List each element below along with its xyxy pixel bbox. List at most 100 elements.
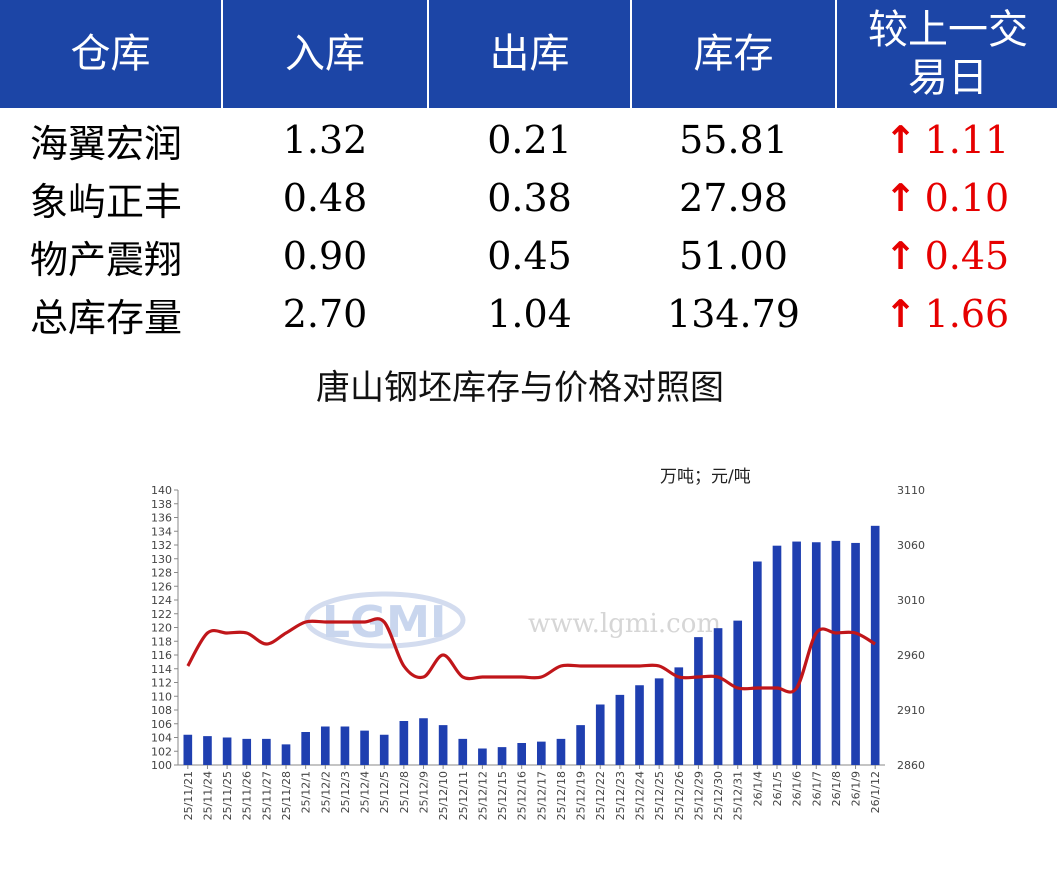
x-tick-label: 25/12/12 [476,771,489,820]
change-cell: ↑ 1.11 [837,111,1057,169]
y-left-tick-label: 140 [151,484,172,497]
y-left-tick-label: 106 [151,718,172,731]
y-left-tick-label: 132 [151,539,172,552]
header-stock: 库存 [693,31,774,77]
change-value: 0.45 [924,234,1010,278]
stock-value: 55.81 [679,118,788,162]
header-in: 入库 [285,31,365,77]
bar [222,737,232,765]
header-divider [221,0,223,108]
y-left-tick-label: 134 [151,525,172,538]
change-value: 0.10 [924,176,1010,220]
plot-area: 1001021041061081101121141161181201221241… [151,484,925,820]
change-value: 1.11 [924,118,1010,162]
table-row: 总库存量 2.70 1.04 134.79 ↑ 1.66 [0,285,1057,343]
bar [772,545,782,765]
bar [458,738,468,765]
x-tick-label: 25/12/3 [339,771,352,813]
table-row: 海翼宏润 1.32 0.21 55.81 ↑ 1.11 [0,111,1057,169]
x-tick-label: 25/12/30 [712,771,725,820]
x-tick-label: 26/1/8 [830,771,843,806]
x-tick-label: 26/1/4 [751,771,764,806]
y-right-tick-label: 3010 [897,594,925,607]
bar [438,725,448,765]
x-tick-label: 25/12/23 [614,771,627,820]
bar [399,721,409,765]
bar [379,734,389,765]
bar [242,738,252,765]
warehouse-name: 象屿正丰 [30,179,183,224]
bar [497,747,507,765]
table-row: 象屿正丰 0.48 0.38 27.98 ↑ 0.10 [0,169,1057,227]
bar [811,542,821,765]
header-out: 出库 [489,31,570,77]
bar [733,620,743,765]
x-tick-label: 25/12/2 [319,771,332,813]
x-tick-label: 25/12/15 [496,771,509,820]
bar [183,734,193,765]
x-tick-label: 26/1/6 [791,771,804,806]
x-tick-label: 26/1/12 [869,771,882,813]
x-tick-label: 25/12/8 [398,771,411,813]
y-left-tick-label: 112 [151,677,172,690]
x-tick-label: 25/12/18 [555,771,568,820]
y-left-tick-label: 126 [151,580,172,593]
bar [536,741,546,765]
bar [615,694,625,765]
out-value: 0.21 [487,118,572,162]
x-tick-label: 26/1/9 [850,771,863,806]
change-cell: ↑ 0.45 [837,227,1057,285]
x-tick-label: 25/12/24 [634,771,647,820]
y-left-tick-label: 138 [151,498,172,511]
x-tick-label: 25/12/5 [378,771,391,813]
x-tick-label: 25/11/24 [201,771,214,820]
in-value: 0.48 [282,176,368,220]
x-tick-label: 25/12/31 [732,771,745,820]
bar [281,744,291,765]
table-row: 物产震翔 0.90 0.45 51.00 ↑ 0.45 [0,227,1057,285]
y-left-tick-label: 114 [151,663,172,676]
x-tick-label: 25/12/11 [457,771,470,820]
in-value: 1.32 [282,118,368,162]
stock-value: 134.79 [667,292,800,336]
watermark: LGMI www.lgmi.com [304,591,721,649]
y-left-tick-label: 130 [151,553,172,566]
header-divider [835,0,837,108]
up-arrow-icon: ↑ [884,118,917,162]
change-cell: ↑ 1.66 [837,285,1057,343]
bar [262,738,271,765]
y-right-tick-label: 2910 [897,704,925,717]
x-tick-label: 25/12/10 [437,771,450,820]
bar [753,561,762,765]
x-tick-label: 25/12/19 [575,771,588,820]
y-left-tick-label: 118 [151,635,172,648]
x-tick-label: 25/12/22 [594,771,607,820]
bar [320,726,330,765]
bar [792,541,801,765]
x-tick-label: 26/1/5 [771,771,784,806]
watermark-logo-ring [304,591,466,649]
bar [478,748,487,765]
bar [595,704,605,765]
header-divider [630,0,632,108]
warehouse-name: 总库存量 [30,295,183,340]
bar [517,743,527,765]
y-left-tick-label: 136 [151,512,172,525]
price-line [186,617,877,694]
bar [674,667,684,765]
warehouse-name: 海翼宏润 [30,121,183,166]
y-left-tick-label: 100 [151,759,172,772]
out-value: 0.45 [487,234,572,278]
out-value: 0.38 [487,176,572,220]
chart-title: 唐山钢坯库存与价格对照图 [316,368,724,408]
y-right-tick-label: 3110 [897,484,925,497]
unit-label: 万吨；元/吨 [660,467,751,487]
table-header: 仓库 入库 出库 库存 较上一交易日 [0,0,1057,108]
y-right-tick-label: 3060 [897,539,925,552]
watermark-url: www.lgmi.com [528,609,721,639]
x-tick-label: 25/11/26 [241,771,254,820]
x-tick-label: 25/12/1 [300,771,313,813]
header-warehouse: 仓库 [70,31,151,77]
change-cell: ↑ 0.10 [837,169,1057,227]
